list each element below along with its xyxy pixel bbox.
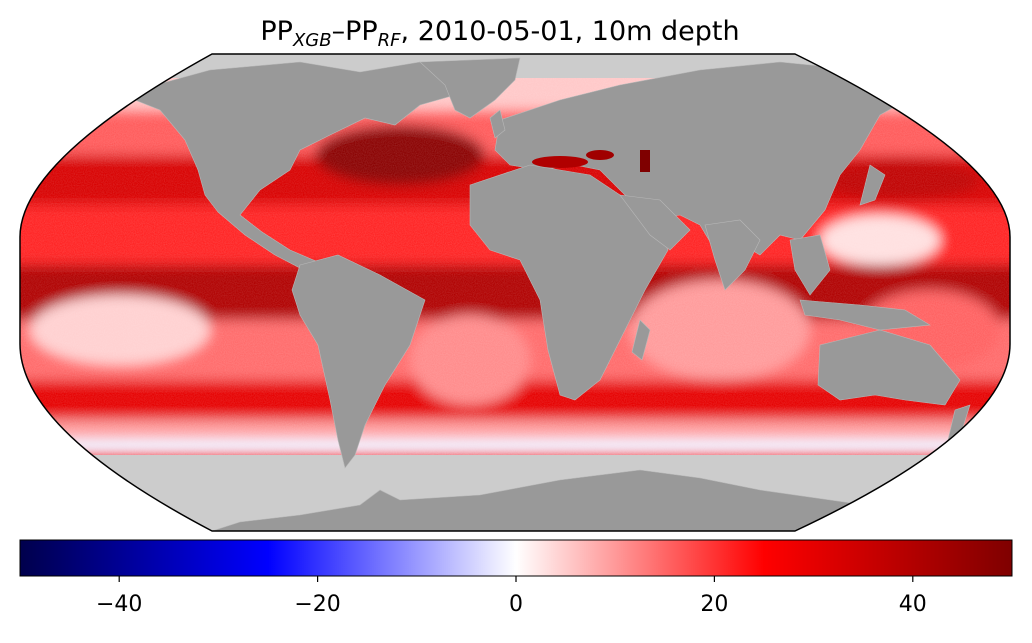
land-japan [859,164,886,206]
robinson-map [19,53,1011,532]
colorbar-gradient [19,539,1013,577]
land-uk [489,109,506,139]
land-madagascar [631,319,651,361]
land-africa [469,164,669,401]
land-se-asia [789,234,831,296]
colorbar-tick-label: 20 [700,592,729,617]
land-greenland [419,57,521,119]
colorbar-tick-label: −40 [95,592,143,617]
globe-outline [19,53,1011,532]
land-india [704,219,761,291]
mediterranean [532,156,588,168]
land-south-america [291,254,426,469]
colorbar-tick-label: 0 [509,592,523,617]
black-sea [586,150,614,160]
land-australia [817,329,961,406]
map-title: PPXGB–PPRF, 2010-05-01, 10m depth [260,16,740,51]
colorbar [19,539,1013,582]
land-arabia [619,194,691,251]
caspian-sea [640,150,650,172]
colorbar-tick-label: −20 [294,592,341,617]
land-indonesia [799,299,931,331]
colorbar-ticks [118,576,914,582]
colorbar-tick-label: 40 [898,592,927,617]
